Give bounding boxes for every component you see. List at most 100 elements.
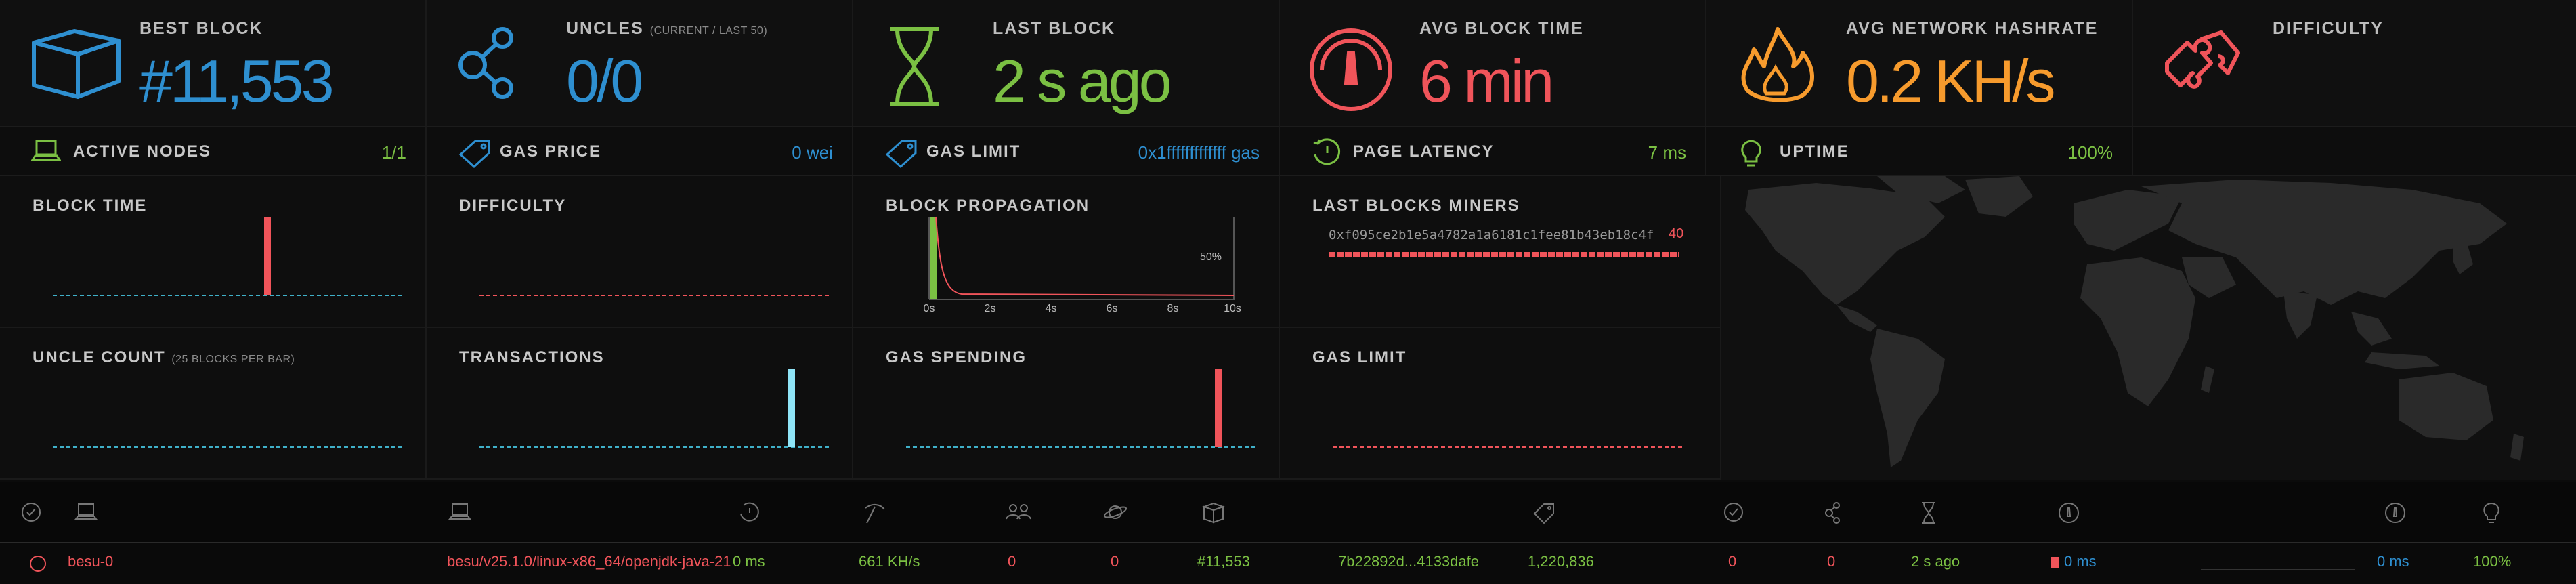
panel-last-blocks-miners: LAST BLOCKS MINERS 0xf095ce2b1e5a4782a1a… xyxy=(1280,176,1721,328)
laptop-icon[interactable] xyxy=(448,501,471,523)
propagation-tick: 0s xyxy=(924,303,935,314)
hourglass-icon[interactable] xyxy=(1919,501,1938,524)
page-latency-label: PAGE LATENCY xyxy=(1353,142,1495,161)
info-active-nodes: ACTIVE NODES 1/1 xyxy=(0,126,427,176)
propagation-bar xyxy=(930,217,937,299)
uncles-value: 0/0 xyxy=(566,47,643,114)
node-tx: 0 xyxy=(1827,553,1836,570)
transactions-title: TRANSACTIONS xyxy=(459,348,605,367)
refresh-timer-icon xyxy=(1313,138,1340,165)
stat-last-block: LAST BLOCK 2 s ago xyxy=(853,0,1280,126)
group-icon[interactable] xyxy=(1005,501,1032,522)
difficulty-chart xyxy=(479,295,830,296)
laptop-icon xyxy=(31,140,61,161)
uncles-icon[interactable] xyxy=(1823,501,1843,524)
propagation-tick: 10s xyxy=(1224,303,1241,314)
uncle-count-title: UNCLE COUNT xyxy=(33,348,166,367)
timer-icon[interactable] xyxy=(738,501,761,524)
lightbulb-icon[interactable] xyxy=(2481,501,2502,524)
world-map-graphic xyxy=(1745,176,2524,467)
check-circle-icon[interactable] xyxy=(1723,501,1744,523)
block-time-chart xyxy=(53,217,404,296)
panel-transactions: TRANSACTIONS xyxy=(427,328,853,480)
gas-limit-panel-title: GAS LIMIT xyxy=(1312,348,1407,367)
gauge-icon[interactable] xyxy=(2057,501,2080,524)
avg-hashrate-value: 0.2 KH/s xyxy=(1846,47,2055,114)
last-block-title: LAST BLOCK xyxy=(993,19,1116,38)
gas-limit-value: 0x1fffffffffffff gas xyxy=(1138,142,1260,163)
node-difficulty: 1,220,836 xyxy=(1528,553,1594,570)
node-uncles: 0 xyxy=(1728,553,1737,570)
info-uptime: UPTIME 100% xyxy=(1706,126,2133,176)
node-uptime: 100% xyxy=(2473,553,2512,570)
gauge-icon xyxy=(1310,28,1392,111)
info-page-latency: PAGE LATENCY 7 ms xyxy=(1280,126,1706,176)
hourglass-icon xyxy=(890,27,939,106)
puzzle-icon xyxy=(2165,30,2240,89)
node-pending: 0 xyxy=(1111,553,1119,570)
fire-icon xyxy=(1741,27,1815,102)
last-block-value: 2 s ago xyxy=(993,47,1172,114)
propagation-pct-label: 50% xyxy=(1200,251,1222,263)
page-latency-value: 7 ms xyxy=(1648,142,1686,163)
info-gas-limit: GAS LIMIT 0x1fffffffffffff gas xyxy=(853,126,1280,176)
gas-spending-bar xyxy=(1215,369,1222,447)
propagation-tick: 4s xyxy=(1046,303,1057,314)
node-hashrate: 661 KH/s xyxy=(859,553,920,570)
avg-block-time-value: 6 min xyxy=(1419,47,1554,114)
node-client: besu/v25.1.0/linux-x86_64/openjdk-java-2… xyxy=(447,553,731,570)
node-propagation-history xyxy=(2201,569,2355,570)
uptime-value: 100% xyxy=(2067,142,2113,163)
node-last-block: 2 s ago xyxy=(1911,553,1960,570)
tag-icon[interactable] xyxy=(1532,501,1556,526)
node-propagation: 0 ms xyxy=(2064,553,2097,570)
gauge-icon[interactable] xyxy=(2384,501,2407,524)
node-table-header xyxy=(0,482,2576,543)
laptop-icon[interactable] xyxy=(74,501,98,523)
node-name[interactable]: besu-0 xyxy=(68,553,114,570)
node-avg-propagation: 0 ms xyxy=(2377,553,2409,570)
node-block-hash: 7b22892d...4133dafe xyxy=(1338,553,1479,570)
panel-difficulty: DIFFICULTY xyxy=(427,176,853,328)
planet-icon[interactable] xyxy=(1102,501,1128,523)
stat-uncles: UNCLES (CURRENT / LAST 50) 0/0 xyxy=(427,0,853,126)
gas-price-label: GAS PRICE xyxy=(500,142,602,161)
cube-icon[interactable] xyxy=(1201,501,1226,524)
block-time-title: BLOCK TIME xyxy=(33,196,148,215)
best-block-value: #11,553 xyxy=(139,47,335,114)
status-circle-icon xyxy=(30,556,46,572)
propagation-tick: 2s xyxy=(985,303,996,314)
block-propagation-title: BLOCK PROPAGATION xyxy=(886,196,1090,215)
node-propagation-bar xyxy=(2051,557,2059,568)
tag-icon xyxy=(885,140,917,168)
uncles-title: UNCLES xyxy=(566,19,644,38)
node-latency: 0 ms xyxy=(733,553,765,570)
panel-gas-spending: GAS SPENDING xyxy=(853,328,1280,480)
panel-gas-limit: GAS LIMIT xyxy=(1280,328,1721,480)
gas-price-value: 0 wei xyxy=(792,142,833,163)
gas-limit-chart xyxy=(1333,446,1685,448)
propagation-tick: 8s xyxy=(1167,303,1179,314)
world-map xyxy=(1721,176,2576,480)
uncle-count-subtitle: (25 BLOCKS PER BAR) xyxy=(171,354,295,365)
panel-block-time: BLOCK TIME xyxy=(0,176,427,328)
stat-avg-hashrate: AVG NETWORK HASHRATE 0.2 KH/s xyxy=(1706,0,2133,126)
pickaxe-icon[interactable] xyxy=(863,501,887,526)
uncle-count-chart xyxy=(53,446,404,448)
miner-blocks-bar xyxy=(1329,252,1679,257)
node-row[interactable]: besu-0 besu/v25.1.0/linux-x86_64/openjdk… xyxy=(0,543,2576,584)
block-time-bar xyxy=(264,217,271,295)
cube-icon xyxy=(32,29,121,99)
check-circle-icon[interactable] xyxy=(20,501,42,523)
avg-hashrate-title: AVG NETWORK HASHRATE xyxy=(1846,19,2099,38)
difficulty-panel-title: DIFFICULTY xyxy=(459,196,567,215)
propagation-chart: 0s 2s 4s 6s 8s 10s 50% xyxy=(924,216,1241,314)
stat-best-block: BEST BLOCK #11,553 xyxy=(0,0,427,126)
panel-uncle-count: UNCLE COUNT (25 BLOCKS PER BAR) xyxy=(0,328,427,480)
propagation-tick: 6s xyxy=(1107,303,1118,314)
avg-block-time-title: AVG BLOCK TIME xyxy=(1419,19,1584,38)
miner-address: 0xf095ce2b1e5a4782a1a6181c1fee81b43eb18c… xyxy=(1329,228,1654,243)
node-peers: 0 xyxy=(1008,553,1016,570)
transactions-bar xyxy=(788,369,795,447)
panel-block-propagation: 0s 2s 4s 6s 8s 10s 50% BLOCK PROPAGATION xyxy=(853,176,1280,328)
